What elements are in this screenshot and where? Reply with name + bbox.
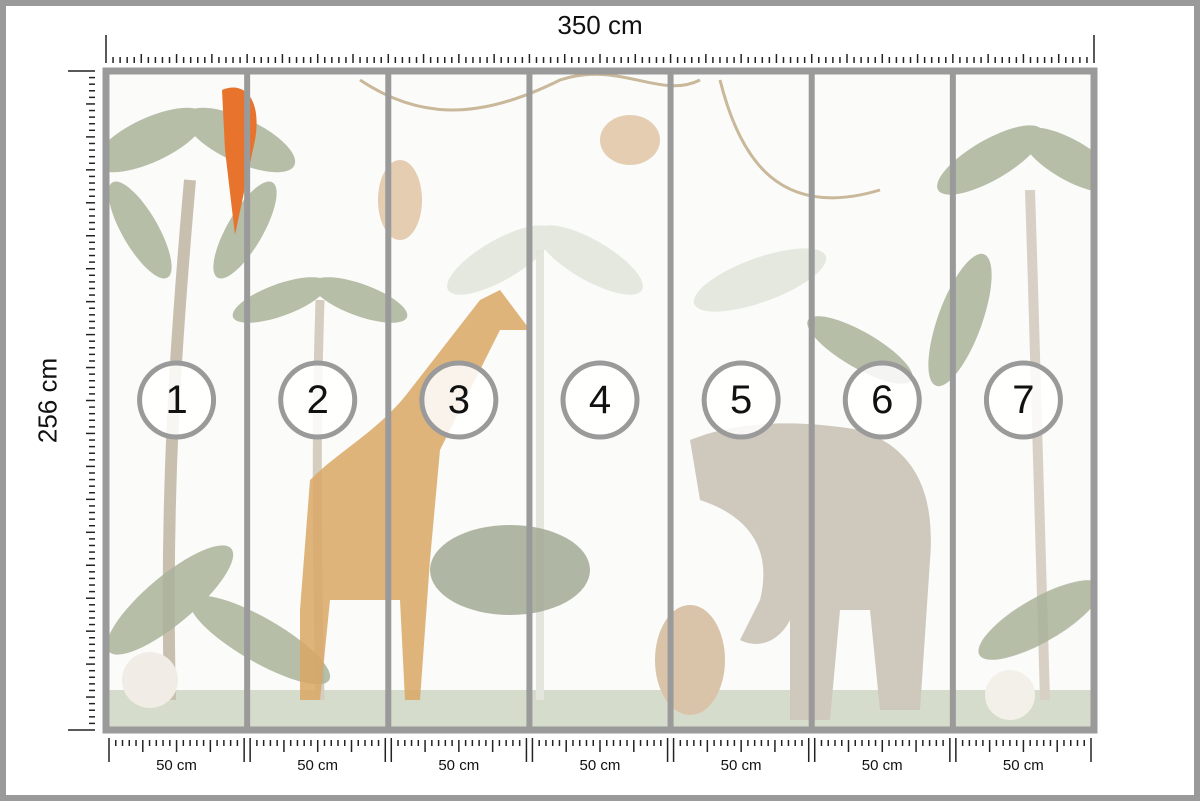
panel-number: 2 <box>306 378 329 422</box>
panel-width-label: 50 cm <box>438 757 480 774</box>
panel-number-circle <box>842 360 922 440</box>
rulers <box>68 35 1095 762</box>
palm-fronds <box>106 107 1094 685</box>
panel-width-label: 50 cm <box>579 757 621 774</box>
panel-number-circles <box>137 360 1063 440</box>
panel-width-label: 50 cm <box>1002 757 1044 774</box>
width-dimension-label: 350 cm <box>557 10 643 40</box>
monkey <box>655 605 725 715</box>
vine <box>359 72 701 112</box>
panel-number-circle <box>983 360 1063 440</box>
panel-width-label: 50 cm <box>297 757 339 774</box>
panel-number-circle <box>278 360 358 440</box>
flower <box>985 670 1035 720</box>
panel-number: 6 <box>871 378 894 422</box>
panel-number: 5 <box>730 378 753 422</box>
bush <box>430 525 590 615</box>
panel-number-circle <box>419 360 499 440</box>
panel-width-label: 50 cm <box>720 757 762 774</box>
vine <box>718 79 881 200</box>
flower <box>122 652 178 708</box>
panel-width-label: 50 cm <box>156 757 197 774</box>
panel-dividers <box>244 71 956 730</box>
mural-frame <box>102 67 1098 734</box>
panel-number-circle <box>137 360 217 440</box>
panel-number: 1 <box>165 378 188 422</box>
panel-number: 4 <box>588 378 612 422</box>
panel-number: 3 <box>447 378 470 422</box>
ground <box>106 690 1094 730</box>
monkey <box>378 160 422 240</box>
panel-width-label: 50 cm <box>861 757 903 774</box>
giraffe <box>300 290 530 700</box>
panel-number: 7 <box>1012 378 1035 422</box>
panel-number-circle <box>560 360 640 440</box>
panel-number-circle <box>701 360 781 440</box>
monkey <box>600 115 660 165</box>
